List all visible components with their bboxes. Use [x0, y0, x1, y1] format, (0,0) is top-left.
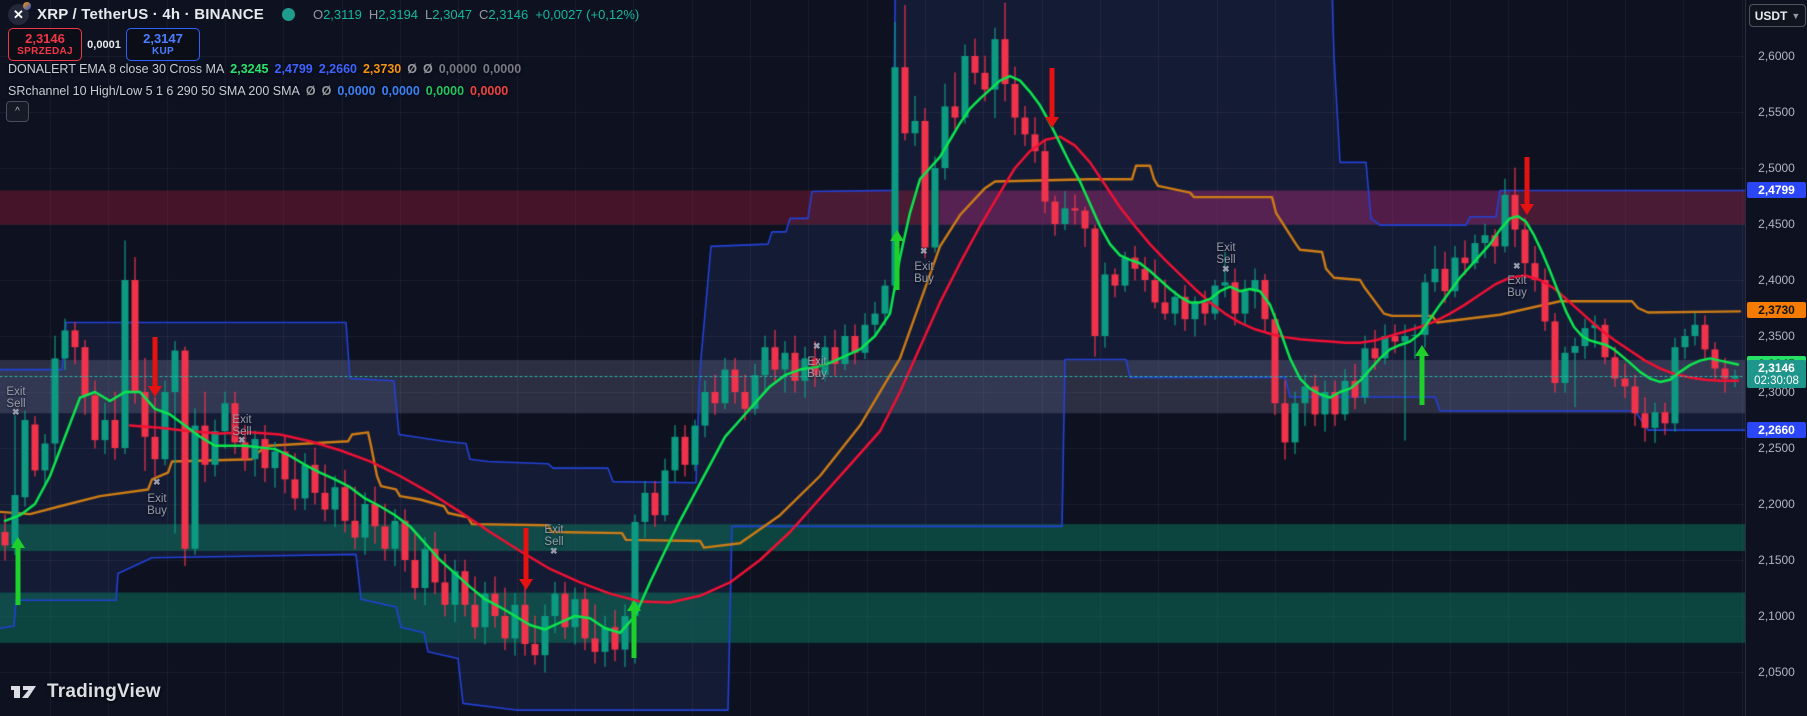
trade-panel: 2,3146 SPRZEDAJ 0,0001 2,3147 KUP: [8, 28, 200, 61]
change-value: +0,0027 (+0,12%): [535, 7, 640, 22]
tradingview-wordmark: TradingView: [47, 681, 161, 702]
indicator-value: Ø: [305, 84, 316, 98]
exit-sell-label: Exit Sell: [544, 524, 564, 548]
buy-signal-arrow-icon: [11, 537, 25, 605]
sell-signal-arrow-icon: [1520, 157, 1534, 215]
exit-sell-label: Exit Sell: [6, 386, 26, 410]
price-badge-2,4799[interactable]: 2,4799: [1747, 182, 1806, 198]
signal-x-icon: ✖: [12, 407, 20, 417]
indicator-legend-srchannel[interactable]: SRchannel 10 High/Low 5 1 6 290 50 SMA 2…: [8, 84, 508, 98]
exit-buy-label: Exit Buy: [914, 261, 934, 285]
exit-buy-label: Exit Buy: [147, 493, 167, 517]
price-tick-2,5000: 2,5000: [1758, 161, 1795, 175]
low-key: L: [425, 7, 433, 22]
open-value: 2,3119: [323, 7, 362, 22]
indicator-name: SRchannel 10 High/Low 5 1 6 290 50 SMA 2…: [8, 84, 300, 98]
countdown-timer: 02:30:08: [1754, 374, 1799, 387]
signal-x-icon: ✖: [153, 477, 161, 487]
price-badge-2,3146[interactable]: 2,3146 02:30:08: [1747, 359, 1806, 388]
high-key: H: [368, 7, 379, 22]
symbol-title[interactable]: XRP / TetherUS · 4h · BINANCE: [37, 6, 264, 23]
buy-label: KUP: [151, 45, 174, 57]
indicator-value: 0,0000: [482, 62, 522, 76]
buy-signal-arrow-icon: [890, 230, 904, 290]
indicator-value: 2,4799: [274, 62, 313, 76]
buy-button[interactable]: 2,3147 KUP: [126, 28, 200, 61]
indicator-value: 0,0000: [470, 84, 509, 98]
buy-signal-arrow-icon: [1415, 345, 1429, 405]
sell-price: 2,3146: [25, 30, 65, 46]
indicator-value: 0,0000: [425, 84, 465, 98]
sell-signal-arrow-icon: [148, 337, 162, 397]
price-badge-2,3730[interactable]: 2,3730: [1747, 301, 1806, 318]
indicator-value: 0,0000: [438, 62, 477, 76]
low-value: 2,3047: [432, 7, 473, 22]
sell-button[interactable]: 2,3146 SPRZEDAJ: [8, 28, 82, 61]
close-value: 2,3146: [488, 7, 529, 22]
indicator-value: 2,3245: [230, 62, 269, 76]
signal-x-icon: ✖: [1513, 261, 1521, 271]
market-status-icon[interactable]: [281, 8, 295, 21]
currency-dropdown[interactable]: USDT ▼: [1749, 4, 1806, 27]
indicator-value: 2,2660: [318, 62, 357, 76]
exit-buy-label: Exit Buy: [1507, 275, 1527, 299]
price-tick-2,6000: 2,6000: [1758, 49, 1795, 63]
tradingview-watermark[interactable]: TradingView: [10, 681, 161, 703]
price-axis[interactable]: USDT ▼ 2,6000 2,5500 2,5000 2,4500 2,4000 2,3…: [1745, 0, 1807, 716]
spread-value: 0,0001: [87, 38, 121, 51]
signal-x-icon: ✖: [813, 341, 821, 351]
price-tick-2,2500: 2,2500: [1758, 441, 1795, 455]
price-tick-2,3000: 2,3000: [1758, 385, 1795, 399]
indicator-legend-donalert[interactable]: DONALERT EMA 8 close 30 Cross MA 2,3245 2,…: [8, 62, 521, 76]
indicator-value: 0,0000: [337, 84, 376, 98]
collapse-indicators-button[interactable]: ^: [6, 101, 29, 122]
exit-buy-label: Exit Buy: [807, 356, 827, 380]
price-badge-2,2660[interactable]: 2,2660: [1747, 421, 1806, 438]
price-tick-2,2000: 2,2000: [1758, 497, 1795, 511]
indicator-value: 0,0000: [381, 84, 420, 98]
indicator-value: Ø: [407, 62, 417, 76]
currency-label: USDT: [1754, 8, 1788, 23]
price-tick-2,4500: 2,4500: [1758, 217, 1795, 231]
tradingview-logo-icon: [11, 686, 36, 698]
high-value: 2,3194: [378, 7, 419, 22]
sell-signal-arrow-icon: [1045, 68, 1059, 128]
signal-x-icon: ✖: [238, 435, 246, 445]
symbol-logo-icon: ✕: [8, 2, 31, 25]
indicator-name: DONALERT EMA 8 close 30 Cross MA: [8, 62, 225, 76]
indicator-value: 2,3730: [362, 62, 402, 76]
sell-label: SPRZEDAJ: [17, 45, 73, 57]
open-key: O: [312, 7, 324, 22]
price-tick-2,0500: 2,0500: [1758, 665, 1795, 679]
chart-header: ✕ XRP / TetherUS · 4h · BINANCE O2,3119 …: [8, 2, 639, 25]
signal-x-icon: ✖: [550, 546, 558, 556]
signal-x-icon: ✖: [920, 246, 928, 256]
indicator-value: Ø: [422, 62, 433, 76]
signal-x-icon: ✖: [1222, 264, 1230, 274]
ohlc-readout: O2,3119 H2,3194 L2,3047 C2,3146 +0,0027 …: [313, 7, 639, 22]
indicator-value: Ø: [321, 84, 332, 98]
close-key: C: [479, 7, 489, 22]
price-tick-2,1500: 2,1500: [1758, 553, 1795, 567]
buy-signal-arrow-icon: [627, 600, 641, 658]
sell-signal-arrow-icon: [519, 528, 533, 590]
exit-sell-label: Exit Sell: [232, 414, 252, 438]
price-tick-2,5500: 2,5500: [1758, 105, 1795, 119]
price-chart-canvas[interactable]: [0, 0, 1745, 716]
price-tick-2,4000: 2,4000: [1758, 273, 1795, 287]
exit-sell-label: Exit Sell: [1216, 242, 1236, 266]
chevron-down-icon: ▼: [1791, 10, 1801, 21]
price-tick-2,3500: 2,3500: [1758, 329, 1795, 343]
price-tick-2,1000: 2,1000: [1758, 609, 1795, 623]
buy-price: 2,3147: [143, 30, 183, 46]
